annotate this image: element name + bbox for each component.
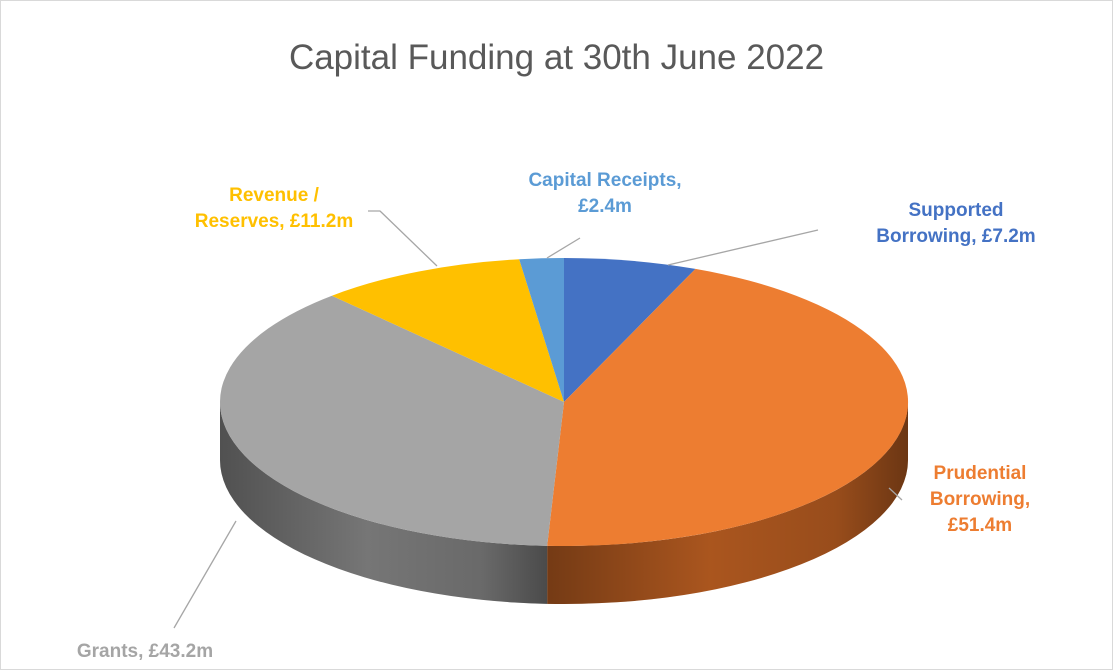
leader-line (888, 487, 903, 501)
data-label-line: £51.4m (948, 515, 1012, 536)
pie-slice-revenue-reserves (331, 259, 564, 402)
leader-lines (173, 210, 903, 629)
data-label-line: Reserves, £11.2m (195, 211, 353, 232)
data-label-grants: Grants, £43.2m (77, 641, 213, 662)
leader-line (667, 229, 819, 266)
pie-tops (219, 258, 909, 547)
pie-slice-supported-borrowing (564, 258, 696, 402)
leader-line (546, 237, 581, 259)
pie-slice-capital-receipts (519, 258, 564, 402)
data-label-line: Borrowing, £7.2m (876, 226, 1035, 247)
pie-slice-grants (219, 295, 564, 546)
data-label-supported-borrowing: Supported Borrowing, £7.2m (876, 200, 1035, 247)
data-label-line: Capital Receipts, (528, 170, 681, 191)
data-labels: Supported Borrowing, £7.2m Prudential Borro… (77, 170, 1036, 662)
data-label-prudential-borrowing: Prudential Borrowing, £51.4m (930, 463, 1030, 536)
data-label-line: Revenue / (229, 185, 319, 206)
leader-line (368, 210, 438, 267)
chart-title: Capital Funding at 30th June 2022 (288, 38, 825, 77)
data-label-line: Prudential (934, 463, 1027, 484)
pie-sides (219, 402, 909, 605)
leader-line (173, 520, 237, 629)
data-label-line: Grants, £43.2m (77, 641, 213, 662)
data-label-line: Supported (909, 200, 1004, 221)
data-label-line: £2.4m (578, 196, 632, 217)
pie-slice-prudential-borrowing (547, 268, 909, 547)
data-label-capital-receipts: Capital Receipts, £2.4m (528, 170, 681, 217)
pie-side-shade (219, 402, 548, 604)
data-label-line: Borrowing, (930, 489, 1030, 510)
pie-side-shade (547, 402, 909, 605)
data-label-revenue-reserves: Revenue / Reserves, £11.2m (195, 185, 353, 232)
